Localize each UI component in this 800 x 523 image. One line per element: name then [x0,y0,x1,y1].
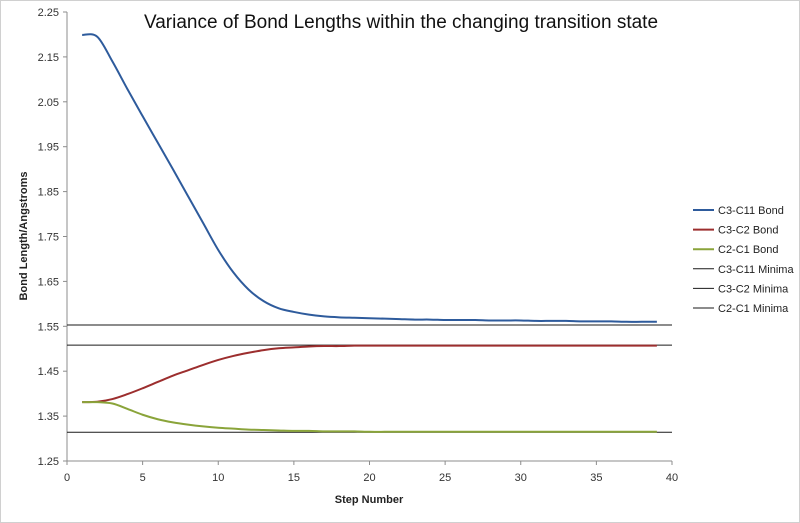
y-tick-label: 1.25 [38,456,59,468]
reference-lines [67,324,672,433]
y-axis-title: Bond Length/Angstroms [18,172,30,301]
series-line [82,344,657,404]
x-tick-label: 40 [666,472,678,484]
y-tick-label: 1.35 [38,411,59,423]
series-lines [82,33,657,433]
legend-label: C3-C11 Minima [718,264,794,276]
y-tick-label: 1.65 [38,276,59,288]
legend-label: C2-C1 Minima [718,303,789,315]
y-tick-label: 2.05 [38,97,59,109]
x-axis-ticks: 0 5 10 15 20 25 30 35 40 [64,461,678,484]
legend-label: C3-C2 Bond [718,225,779,237]
y-tick-label: 1.45 [38,366,59,378]
y-tick-label: 1.75 [38,232,59,244]
y-axis-ticks: 1.25 1.35 1.45 1.55 1.65 1.75 1.85 1.95 2.05 2.15… [38,7,67,468]
y-tick-label: 2.25 [38,7,59,19]
x-tick-label: 35 [590,472,602,484]
x-axis-title: Step Number [335,494,404,506]
chart-title: Variance of Bond Lengths within the chan… [144,12,658,33]
y-tick-label: 1.55 [38,321,59,333]
series-line [82,33,657,323]
x-tick-label: 20 [363,472,375,484]
legend-label: C3-C2 Minima [718,283,789,295]
series-line [82,401,657,433]
y-tick-label: 1.85 [38,187,59,199]
x-tick-label: 5 [140,472,146,484]
x-tick-label: 10 [212,472,224,484]
legend: C3-C11 Bond C3-C2 Bond C2-C1 Bond C3-C11 Mi… [693,205,794,315]
x-tick-label: 15 [288,472,300,484]
legend-label: C2-C1 Bond [718,244,779,256]
y-tick-label: 1.95 [38,142,59,154]
legend-label: C3-C11 Bond [718,205,784,217]
y-tick-label: 2.15 [38,52,59,64]
x-tick-label: 30 [515,472,527,484]
x-tick-label: 25 [439,472,451,484]
x-tick-label: 0 [64,472,70,484]
